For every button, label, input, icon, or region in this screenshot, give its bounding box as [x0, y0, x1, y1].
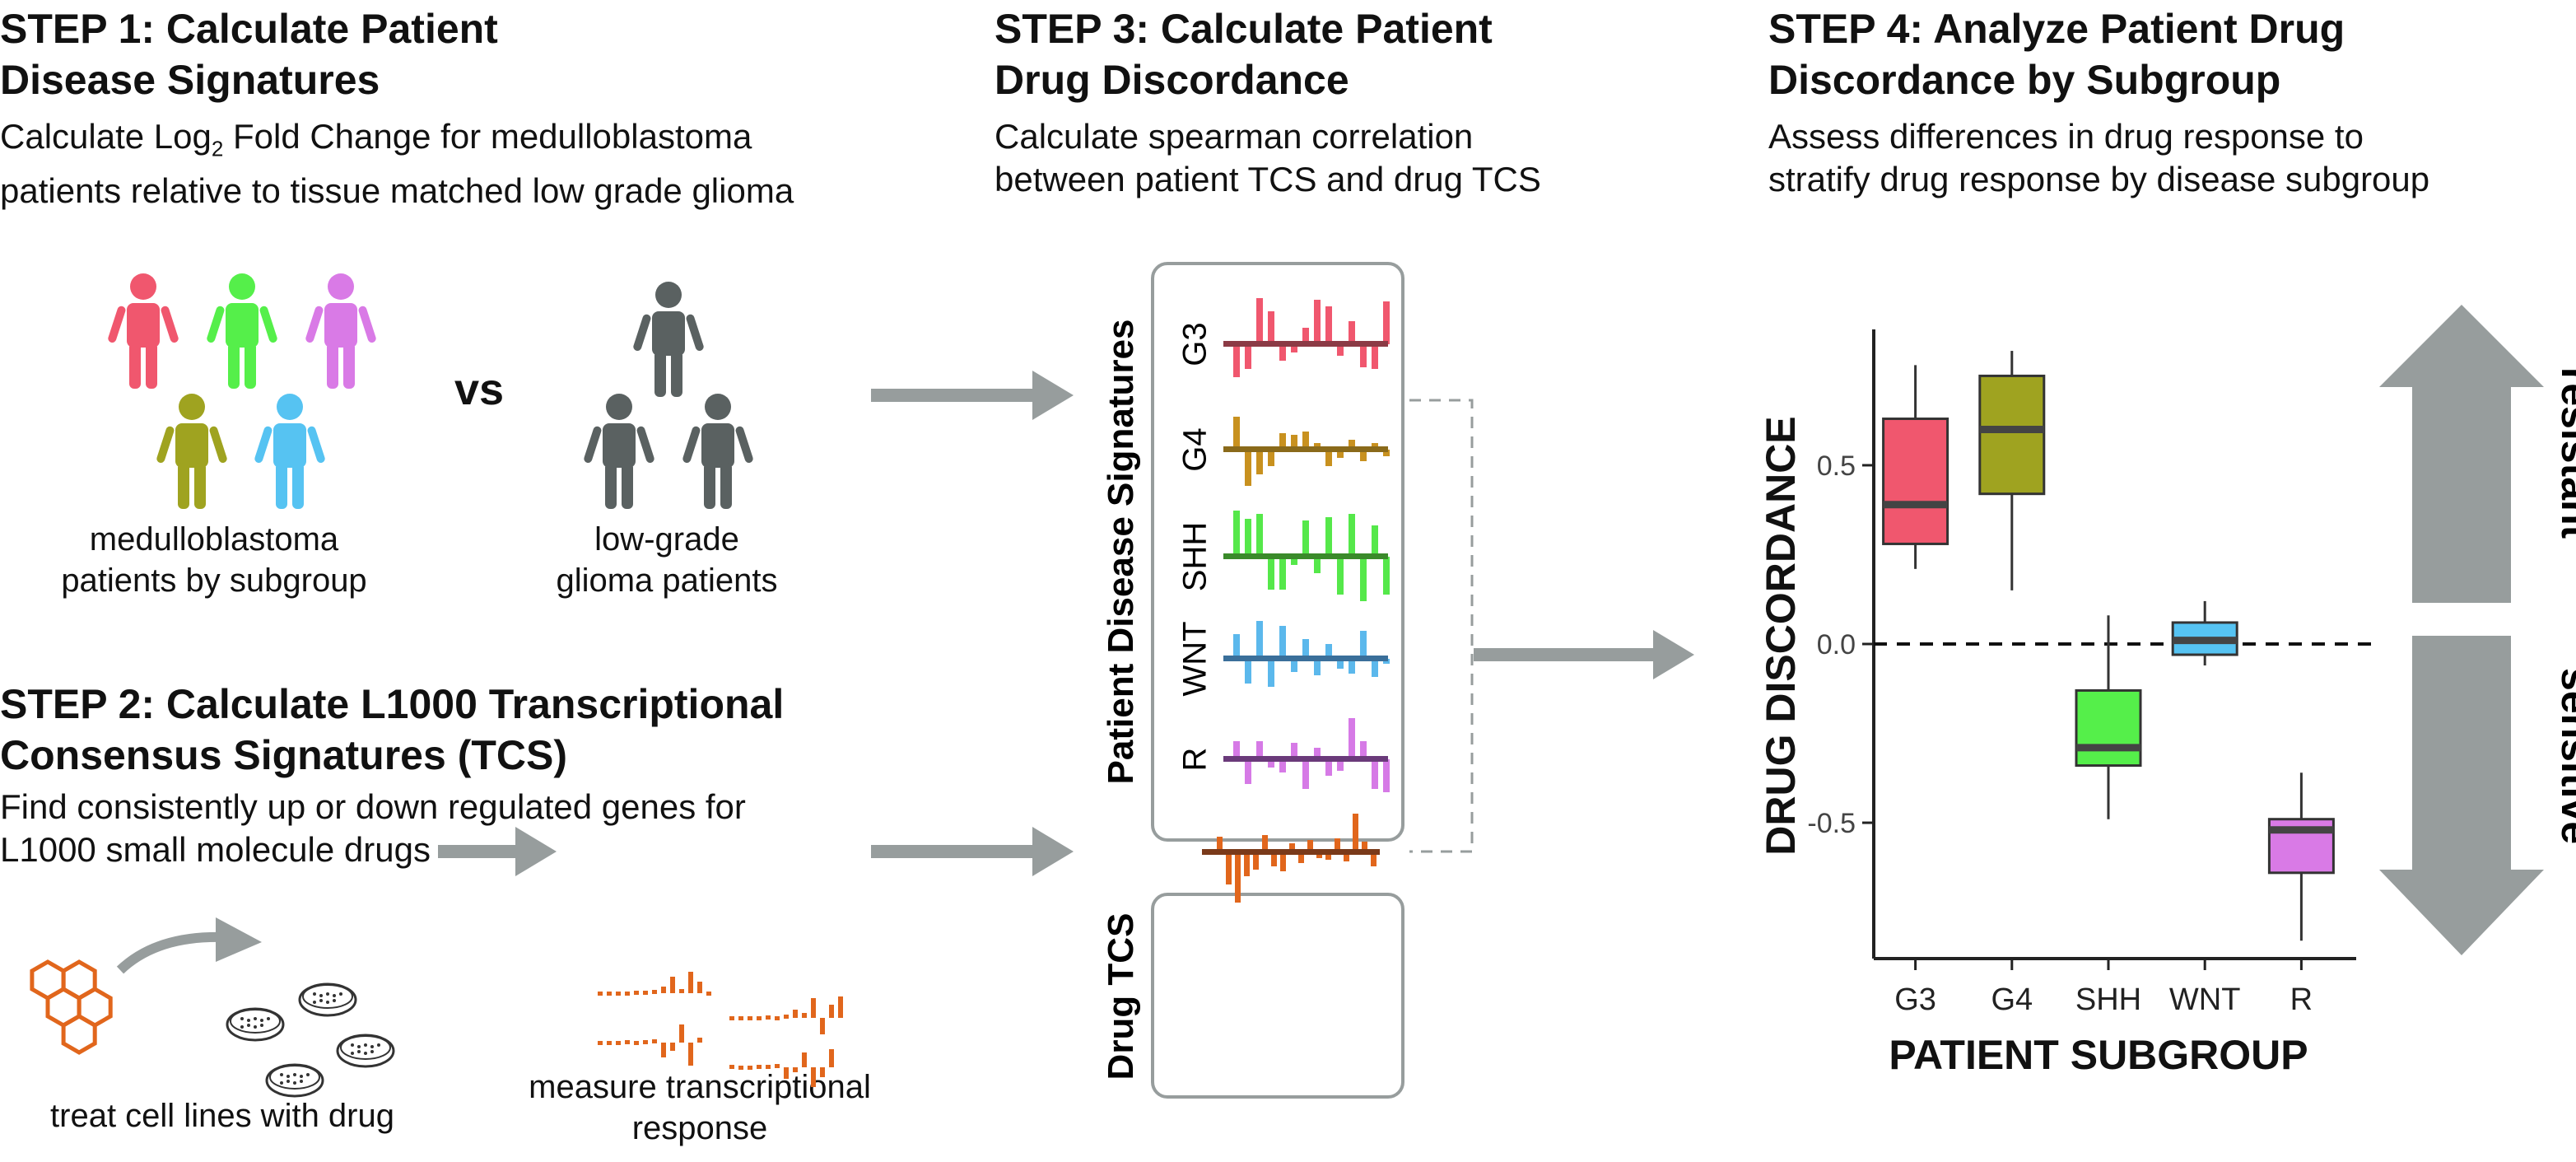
arrow-to-signatures-icon — [871, 371, 1074, 420]
box-body — [1882, 418, 1949, 545]
sensitive-arrow-icon — [2379, 636, 2544, 955]
step2-header: STEP 2: Calculate L1000 Transcriptional … — [0, 679, 1070, 871]
signature-wnt — [1223, 621, 1390, 687]
patient-signatures-label: Patient Disease Signatures — [1101, 320, 1141, 785]
step1-description: Calculate Log2 Fold Change for medullobl… — [0, 115, 971, 170]
step1-desc-subscript: 2 — [211, 136, 224, 161]
arrow-to-measure-icon — [438, 827, 557, 876]
step1-desc-pre: Calculate Log — [0, 117, 212, 156]
subgroup-label-g4: G4 — [1177, 427, 1213, 471]
step1-title-line2: Disease Signatures — [0, 57, 380, 103]
box-wnt: WNT — [2169, 600, 2241, 1017]
subgroup-label-r: R — [1177, 748, 1213, 772]
signature-g4 — [1223, 417, 1390, 486]
box-g4: G4 — [1978, 351, 2046, 1017]
step1-desc-line2: patients relative to tissue matched low … — [0, 171, 794, 211]
signatures-panel — [1151, 262, 1404, 842]
connector-dashed-line — [1409, 399, 1474, 853]
arrow-to-chart-icon — [1474, 630, 1694, 679]
arrow-to-drug-tcs-icon — [871, 827, 1074, 876]
transcription-response-icon — [598, 972, 843, 1087]
molecule-icon — [30, 959, 113, 1055]
signature-shh — [1223, 511, 1390, 601]
subgroup-label-wnt: WNT — [1177, 621, 1213, 696]
medulloblastoma-label-line2: patients by subgroup — [61, 562, 367, 599]
person-glioma-top-icon — [632, 282, 705, 397]
drug-tcs-panel — [1151, 893, 1404, 1099]
glioma-label-line2: glioma patients — [556, 562, 778, 599]
subgroup-labels: G3 G4 SHH WNT R — [1177, 322, 1213, 771]
boxplot-chart: -0.5 0.0 0.5 G3 G4 SHH WNT R PATIENT SUBGROUP DRU… — [1758, 329, 2373, 1078]
box-shh: SHH — [2075, 615, 2142, 1017]
x-tick-label: R — [2290, 982, 2313, 1017]
box-body — [1978, 374, 2046, 496]
medulloblastoma-label: medulloblastoma patients by subgroup — [33, 519, 395, 601]
step3-title-line2: Drug Discordance — [995, 57, 1349, 103]
x-tick-label: SHH — [2075, 982, 2141, 1017]
measure-label-line2: response — [631, 1110, 768, 1146]
sensitive-label: sensitive — [2553, 668, 2576, 844]
drug-signature-bars — [1202, 814, 1380, 903]
drug-tcs-label: Drug TCS — [1101, 913, 1141, 1080]
step3-header: STEP 3: Calculate Patient Drug Discordan… — [995, 3, 1735, 201]
subgroup-label-g3: G3 — [1177, 322, 1213, 366]
step2-desc-line1: Find consistently up or down regulated g… — [0, 787, 746, 826]
person-g4-icon — [156, 394, 228, 509]
step1-header: STEP 1: Calculate Patient Disease Signat… — [0, 3, 971, 212]
subgroup-label-shh: SHH — [1177, 522, 1213, 591]
step1-desc-post: Fold Change for medulloblastoma — [223, 117, 752, 156]
person-glioma-right-icon — [682, 394, 754, 509]
petri-dish-icon — [226, 982, 395, 1098]
resistant-label: resistant — [2553, 367, 2576, 539]
signature-g3 — [1223, 298, 1390, 377]
signature-bars — [1223, 298, 1390, 792]
step3-desc-line1: Calculate spearman correlation — [995, 117, 1474, 156]
curved-arrow-icon — [116, 917, 262, 974]
box-body — [2075, 688, 2142, 768]
vs-label: vs — [454, 365, 505, 414]
y-tick-label: -0.5 — [1807, 808, 1856, 839]
y-tick-label: 0.5 — [1817, 450, 1856, 482]
resistant-arrow-icon — [2379, 305, 2544, 603]
person-glioma-left-icon — [583, 394, 655, 509]
step2-title-line1: STEP 2: Calculate L1000 Transcriptional — [0, 681, 785, 727]
step3-title-line1: STEP 3: Calculate Patient — [995, 6, 1493, 52]
box-g3: G3 — [1882, 365, 1949, 1017]
step4-title-line2: Discordance by Subgroup — [1768, 57, 2281, 103]
step2-desc-line2: L1000 small molecule drugs — [0, 830, 431, 869]
person-shh-icon — [206, 273, 278, 389]
person-wnt-icon — [254, 394, 326, 509]
step4-desc-line1: Assess differences in drug response to — [1768, 117, 2364, 156]
glioma-label-line1: low-grade — [594, 521, 739, 558]
signature-r — [1223, 718, 1390, 792]
treat-cell-lines-label: treat cell lines with drug — [50, 1098, 394, 1134]
step2-title-line2: Consensus Signatures (TCS) — [0, 732, 567, 778]
x-tick-label: G3 — [1894, 982, 1936, 1017]
flow-arrows — [116, 371, 1694, 974]
step3-desc-line2: between patient TCS and drug TCS — [995, 160, 1541, 198]
step4-header: STEP 4: Analyze Patient Drug Discordance… — [1768, 3, 2575, 201]
person-r-icon — [305, 273, 377, 389]
x-axis-title: PATIENT SUBGROUP — [1889, 1032, 2308, 1078]
x-tick-label: WNT — [2169, 982, 2241, 1017]
medulloblastoma-label-line1: medulloblastoma — [89, 521, 339, 558]
person-g3-icon — [107, 273, 179, 389]
glioma-label: low-grade glioma patients — [527, 519, 807, 601]
step4-title-line1: STEP 4: Analyze Patient Drug — [1768, 6, 2345, 52]
step4-desc-line2: stratify drug response by disease subgro… — [1768, 160, 2430, 198]
x-tick-label: G4 — [1991, 982, 2033, 1017]
step1-title-line1: STEP 1: Calculate Patient — [0, 6, 498, 52]
box-r: R — [2267, 772, 2335, 1017]
y-tick-label: 0.0 — [1817, 629, 1856, 660]
y-axis-title: DRUG DISCORDANCE — [1758, 416, 1804, 855]
